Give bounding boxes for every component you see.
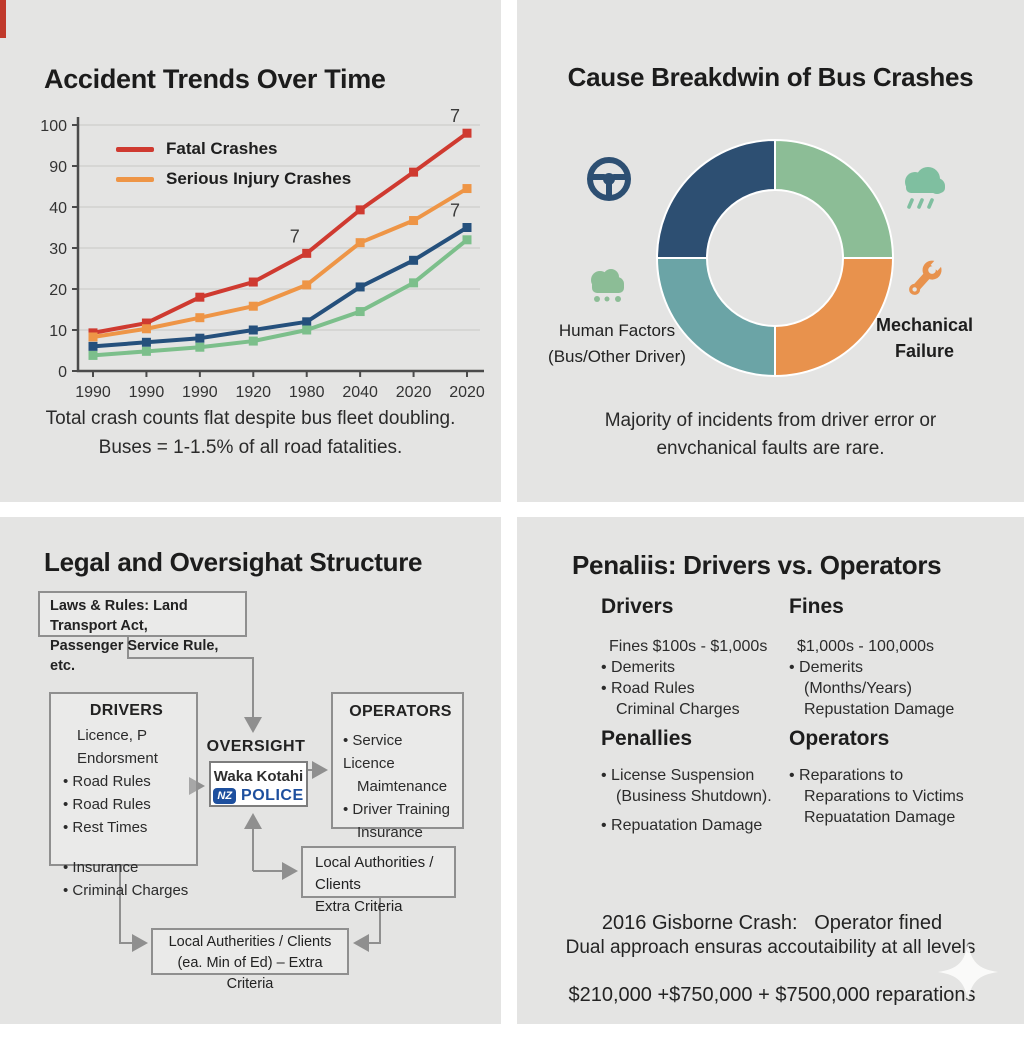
donut-caption-line1: Majority of incidents from driver error … xyxy=(604,410,937,431)
waka-kotahi-label: Waka Kotahi xyxy=(213,768,304,785)
police-label: POLICE xyxy=(241,787,304,804)
steering-wheel-icon xyxy=(587,157,631,201)
panel-cause-breakdown: Cause Breakdwin of Bus Crashes Human Fac… xyxy=(517,0,1024,502)
legend-swatch-fatal xyxy=(116,146,154,152)
label-human-factors: Human Factors (Bus/Other Driver) xyxy=(548,321,686,366)
section-fines: Fines $1,000s - 100,000s • Demerits (Mon… xyxy=(789,595,955,718)
legend-label-serious: Serious Injury Crashes xyxy=(166,169,352,188)
panel-penalties: Penaliis: Drivers vs. Operators Drivers … xyxy=(517,517,1024,1024)
footer-summary: Dual approach ensuras accoutaibility at … xyxy=(565,937,976,958)
oversight-agency-box: Waka Kotahi NZ POLICE xyxy=(209,761,308,807)
svg-text:7: 7 xyxy=(450,201,460,221)
donut-chart xyxy=(655,138,895,378)
page-title-cause-breakdown: Cause Breakdwin of Bus Crashes xyxy=(567,62,974,92)
bus-icon xyxy=(591,269,624,302)
page-title-penalties: Penaliis: Drivers vs. Operators xyxy=(572,550,942,580)
page-title-accident-trends: Accident Trends Over Time xyxy=(44,64,386,94)
page-title-legal-structure: Legal and Oversighat Structure xyxy=(44,547,423,577)
legend-item-serious: Serious Injury Crashes xyxy=(116,168,351,190)
svg-text:7: 7 xyxy=(450,106,460,126)
chart-caption-line2: Buses = 1-1.5% of all road fatalities. xyxy=(98,437,403,458)
case-note: 2016 Gisborne Crash: Operator fined $210… xyxy=(568,912,976,1006)
legend-item-fatal: Fatal Crashes xyxy=(116,138,278,160)
section-penalties: Penallies • License Suspension (Business… xyxy=(601,727,772,834)
cloud-rain-icon xyxy=(905,167,945,209)
local-authorities-box: Local Authorities / Clients Extra Criter… xyxy=(301,846,456,915)
local-authorities-box-2: Local Autherities / Clients (ea. Min of … xyxy=(151,928,349,992)
svg-text:1920: 1920 xyxy=(235,384,271,401)
svg-text:1990: 1990 xyxy=(129,384,165,401)
legend-label-fatal: Fatal Crashes xyxy=(166,139,278,158)
edge-artifact xyxy=(0,0,6,38)
svg-text:1990: 1990 xyxy=(75,384,111,401)
label-mechanical-failure: Mechanical Failure xyxy=(875,315,974,361)
panel-accident-trends: Accident Trends Over Time 0 10 20 30 40 90 100… xyxy=(0,0,501,502)
svg-text:100: 100 xyxy=(40,118,67,135)
svg-text:7: 7 xyxy=(290,226,300,246)
svg-text:2020: 2020 xyxy=(449,384,485,401)
laws-rules-box: Laws & Rules: Land Transport Act, Passen… xyxy=(38,591,247,674)
oversight-label: OVERSIGHT xyxy=(206,738,306,755)
sparkle-icon xyxy=(938,942,998,1002)
section-drivers: Drivers Fines $100s - $1,000s • Demerits… xyxy=(601,595,768,718)
panel-legal-structure: Legal and Oversighat Structure Laws & Ru… xyxy=(0,517,501,1024)
operators-box: OPERATORS • Service Licence Maimtenance … xyxy=(331,692,464,841)
svg-text:0: 0 xyxy=(58,364,67,381)
section-operators: Operators • Reparations to Reparations t… xyxy=(789,727,964,826)
svg-text:2020: 2020 xyxy=(396,384,432,401)
svg-text:40: 40 xyxy=(49,200,67,217)
chart-caption-line1: Total crash counts flat despite bus flee… xyxy=(45,408,456,429)
svg-text:10: 10 xyxy=(49,323,67,340)
legend-swatch-serious xyxy=(116,176,154,182)
nz-logo: NZ xyxy=(213,788,237,804)
drivers-box: DRIVERS Licence, P Endorsment • Road Rul… xyxy=(49,692,198,899)
wrench-icon xyxy=(909,256,947,295)
svg-text:1980: 1980 xyxy=(289,384,325,401)
svg-text:20: 20 xyxy=(49,282,67,299)
svg-text:90: 90 xyxy=(49,159,67,176)
line-chart: 0 10 20 30 40 90 100 1990 1990 1990 1920 1980 2040 20… xyxy=(40,106,485,401)
svg-text:30: 30 xyxy=(49,241,67,258)
svg-text:1990: 1990 xyxy=(182,384,218,401)
svg-text:2040: 2040 xyxy=(342,384,378,401)
donut-caption-line2: envchanical faults are rare. xyxy=(656,438,885,459)
